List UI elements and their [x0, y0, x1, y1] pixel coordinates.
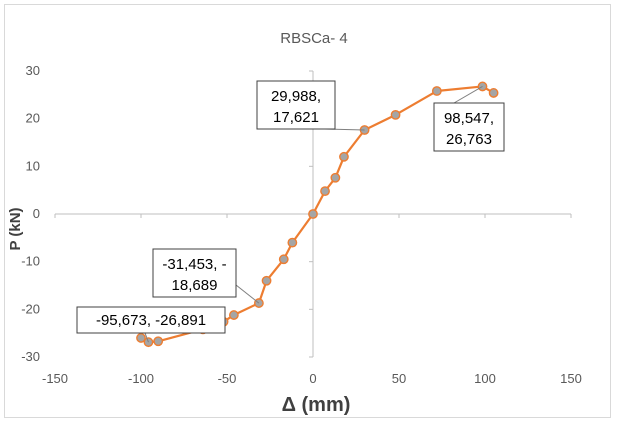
y-tick-label: -30 — [21, 349, 40, 364]
y-tick-label: 10 — [26, 158, 40, 173]
x-tick-label: 100 — [474, 371, 496, 386]
chart-svg: RBSCa- 4 Δ (mm) P (kN) -150 -100 -50 0 50 100… — [7, 30, 582, 416]
x-axis-title: Δ (mm) — [282, 394, 351, 416]
x-tick-label: -100 — [128, 371, 154, 386]
x-tick-labels: -150 -100 -50 0 50 100 150 — [42, 371, 582, 386]
callout-label: 26,763 — [446, 131, 492, 148]
data-point — [431, 86, 442, 96]
data-point — [287, 237, 298, 248]
data-callout: -95,673, -26,891 — [76, 306, 226, 343]
callout-label: 29,988, — [271, 88, 321, 105]
callout-leader-line — [235, 284, 260, 304]
data-callout: 98,547, 26,763 — [433, 85, 505, 152]
data-point — [320, 186, 330, 197]
data-point — [136, 333, 146, 343]
callout-box — [76, 306, 226, 334]
x-tick-label: 0 — [309, 371, 316, 386]
chart-title: RBSCa- 4 — [280, 30, 348, 47]
data-point — [390, 109, 401, 120]
y-tick-label: 0 — [33, 206, 40, 221]
x-tick-label: -150 — [42, 371, 68, 386]
data-point — [261, 275, 272, 286]
data-callout: 29,988, 17,621 — [256, 80, 365, 131]
data-point — [153, 336, 164, 347]
callout-label: -95,673, -26,891 — [96, 312, 206, 329]
y-tick-label: 30 — [26, 63, 40, 78]
callout-box — [433, 102, 505, 152]
callout-leader-line — [144, 332, 149, 343]
data-point — [488, 88, 499, 98]
x-tick-label: 50 — [392, 371, 406, 386]
y-tick-label: -20 — [21, 301, 40, 316]
data-point — [228, 310, 239, 320]
x-tick-label: 150 — [560, 371, 582, 386]
data-point — [308, 209, 318, 219]
data-point — [339, 151, 349, 162]
y-tick-label: 20 — [26, 111, 40, 126]
x-tick-label: -50 — [218, 371, 237, 386]
y-axis-title: P (kN) — [7, 207, 24, 250]
data-point — [330, 172, 341, 183]
callout-label: 98,547, — [444, 110, 494, 127]
callout-label: 18,689 — [172, 277, 218, 294]
data-callouts: 29,988, 17,621 98,547, 26,763 -31,453, - 18,6… — [76, 80, 505, 343]
chart-frame: RBSCa- 4 Δ (mm) P (kN) -150 -100 -50 0 50 100… — [4, 4, 611, 418]
y-tick-labels: 30 20 10 0 -10 -20 -30 — [21, 63, 40, 364]
y-tick-label: -10 — [21, 254, 40, 269]
callout-box — [256, 80, 336, 130]
data-point — [278, 254, 289, 265]
callout-box — [152, 248, 237, 298]
callout-label: -31,453, - — [162, 256, 226, 273]
callout-label: 17,621 — [273, 109, 319, 126]
data-callout: -31,453, - 18,689 — [152, 248, 260, 304]
callout-leader-line — [453, 85, 483, 104]
